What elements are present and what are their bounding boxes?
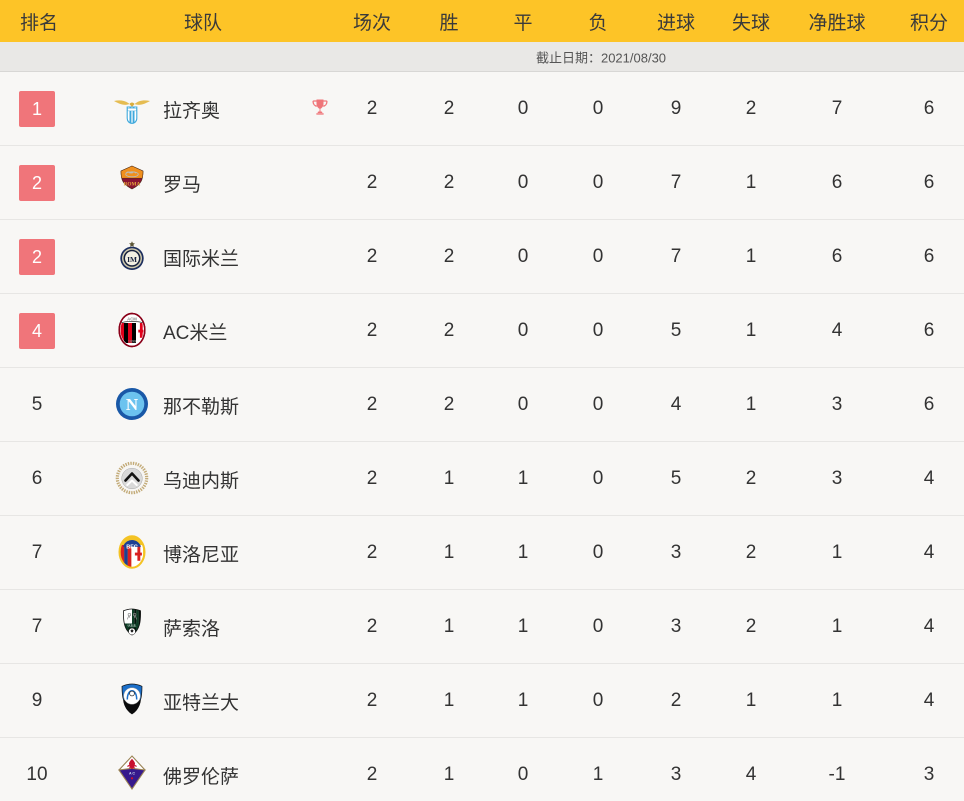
svg-text:1899: 1899 <box>128 340 136 344</box>
svg-text:A C: A C <box>129 772 135 776</box>
svg-text:U.S.S.: U.S.S. <box>128 624 137 628</box>
svg-text:ACM: ACM <box>127 317 137 322</box>
svg-text:BFC: BFC <box>126 544 138 550</box>
svg-text:N: N <box>126 395 139 414</box>
svg-text:IM: IM <box>127 255 137 264</box>
svg-text:ROMA: ROMA <box>124 181 141 187</box>
